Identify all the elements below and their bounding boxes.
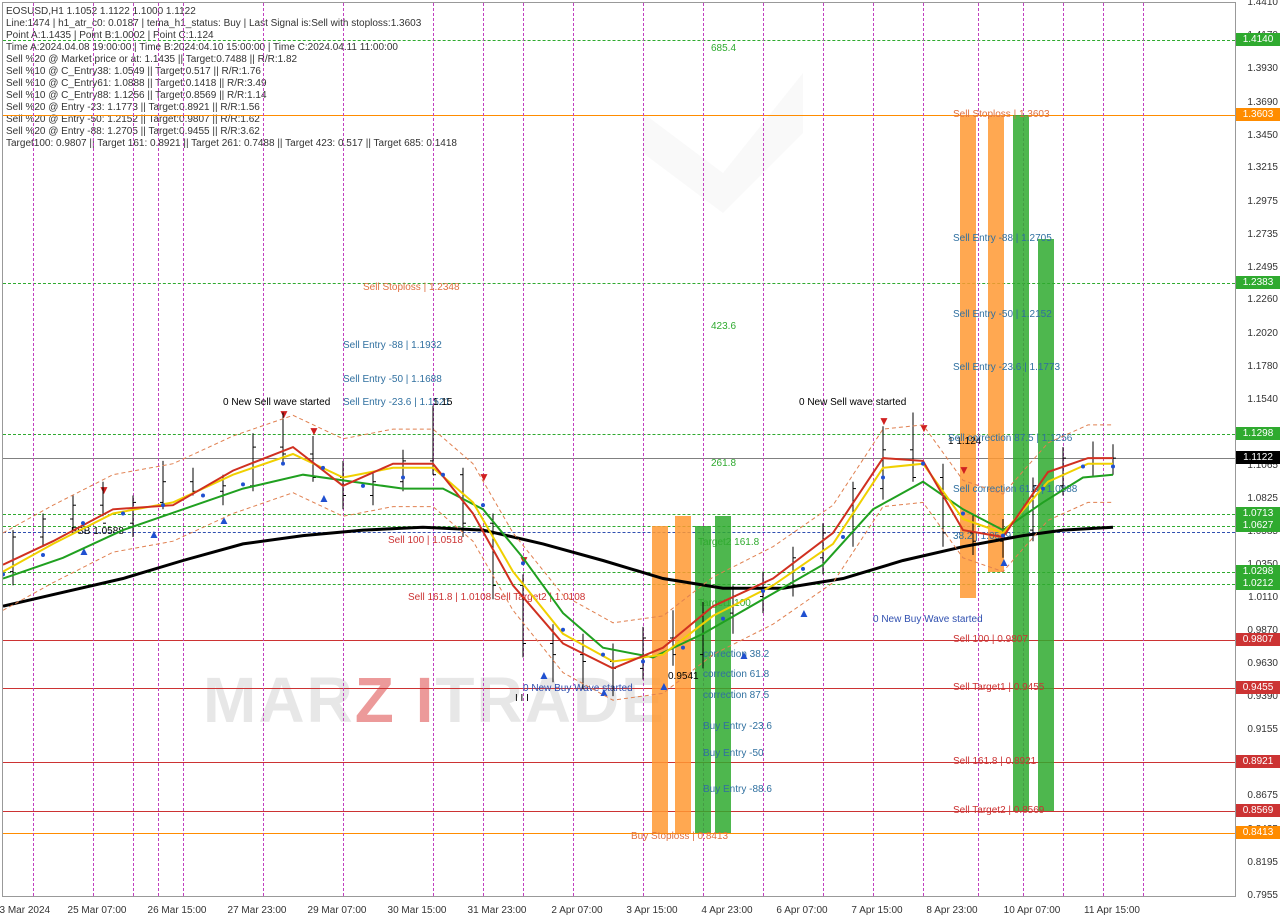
chart-plot-area[interactable]: MARZ ITRADE EOSUSD,H1 1.1052 1.1122 1.10… [2,2,1236,897]
price-tag: 0.8921 [1236,755,1280,768]
price-tick: 0.9155 [1247,724,1278,735]
price-tag: 1.1122 [1236,451,1280,464]
price-tag: 1.1298 [1236,427,1280,440]
time-tick: 29 Mar 07:00 [308,905,367,916]
price-tick: 1.2495 [1247,262,1278,273]
time-tick: 7 Apr 15:00 [851,905,902,916]
price-tick: 1.3690 [1247,97,1278,108]
price-tick: 1.0110 [1248,592,1278,603]
price-tag: 1.4140 [1236,33,1280,46]
time-tick: 10 Apr 07:00 [1004,905,1061,916]
chart-container: MARZ ITRADE EOSUSD,H1 1.1052 1.1122 1.10… [0,0,1280,920]
price-tick: 1.3215 [1247,162,1278,173]
time-tick: 31 Mar 23:00 [468,905,527,916]
price-tick: 0.9630 [1247,658,1278,669]
price-tag: 1.0212 [1236,577,1280,590]
price-tag: 0.9807 [1236,633,1280,646]
price-tick: 1.3450 [1247,130,1278,141]
price-tag: 1.3603 [1236,108,1280,121]
price-tag: 0.9455 [1236,681,1280,694]
time-tick: 8 Apr 23:00 [926,905,977,916]
price-tick: 1.1540 [1247,394,1278,405]
time-tick: 25 Mar 07:00 [68,905,127,916]
price-tick: 0.8195 [1247,857,1278,868]
time-tick: 23 Mar 2024 [0,905,50,916]
price-tick: 1.2975 [1247,196,1278,207]
price-tick: 1.2020 [1247,328,1278,339]
time-tick: 26 Mar 15:00 [148,905,207,916]
price-tick: 1.1780 [1247,361,1278,372]
price-tag: 0.8569 [1236,804,1280,817]
time-tick: 2 Apr 07:00 [551,905,602,916]
price-tick: 1.3930 [1247,63,1278,74]
time-tick: 30 Mar 15:00 [388,905,447,916]
time-tick: 3 Apr 15:00 [626,905,677,916]
time-tick: 11 Apr 15:00 [1084,905,1140,916]
price-tick: 0.7955 [1247,890,1278,901]
price-axis: 1.44101.41701.39301.36901.34501.32151.29… [1235,2,1280,895]
price-tag: 1.2383 [1236,276,1280,289]
time-axis: 23 Mar 2024 25 Mar 07:00 26 Mar 15:00 27 Ma… [2,896,1234,918]
price-tick: 1.4410 [1247,0,1278,8]
time-tick: 27 Mar 23:00 [228,905,287,916]
price-plot-svg [3,3,1235,896]
price-tag: 1.0627 [1236,519,1280,532]
time-tick: 4 Apr 23:00 [701,905,752,916]
price-tick: 1.0825 [1247,493,1278,504]
time-tick: 6 Apr 07:00 [776,905,827,916]
price-tag: 0.8413 [1236,826,1280,839]
price-tick: 1.2260 [1247,294,1278,305]
price-tick: 1.2735 [1247,229,1278,240]
price-tick: 0.8675 [1247,790,1278,801]
